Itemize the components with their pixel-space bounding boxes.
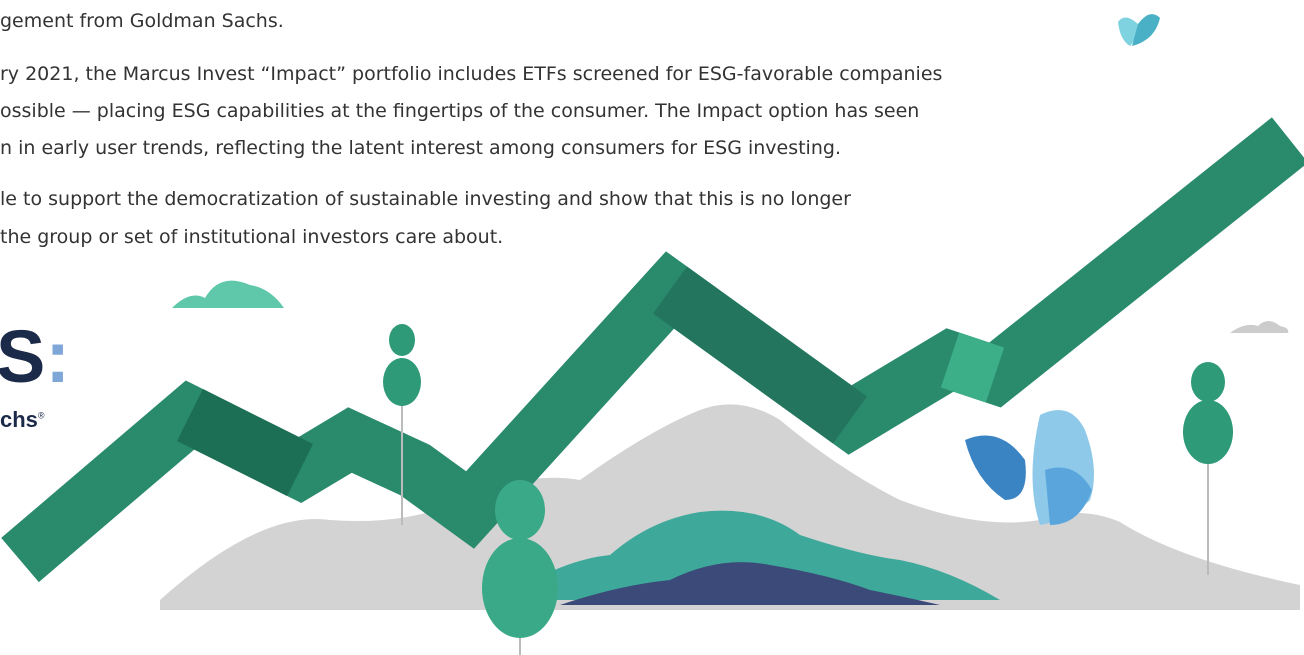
paragraph-line: the group or set of institutional invest… <box>0 226 503 248</box>
intro-text: gement from Goldman Sachs. <box>0 10 284 32</box>
cloud <box>1230 321 1288 333</box>
brand-text: chs <box>0 407 38 432</box>
registered-mark: ® <box>38 411 45 421</box>
paragraph-line: le to support the democratization of sus… <box>0 188 851 210</box>
ribbon-shade <box>950 360 995 375</box>
tree <box>1183 362 1233 575</box>
paragraph-line: n in early user trends, reflecting the l… <box>0 137 841 159</box>
logo-brand: chs® <box>0 407 45 433</box>
cloud <box>172 281 284 308</box>
ribbon-shade <box>190 415 300 470</box>
ribbon-shade <box>670 290 850 420</box>
butterfly <box>965 410 1094 525</box>
page: gement from Goldman Sachs. ry 2021, the … <box>0 0 1304 655</box>
paragraph-line: ossible — placing ESG capabilities at th… <box>0 100 919 122</box>
logo-mark: S <box>0 315 45 398</box>
logo-colon: : <box>45 315 70 398</box>
butterfly <box>1118 14 1160 46</box>
illustration <box>0 0 1304 655</box>
logo: S: <box>0 320 70 394</box>
paragraph-line: ry 2021, the Marcus Invest “Impact” port… <box>0 63 942 85</box>
